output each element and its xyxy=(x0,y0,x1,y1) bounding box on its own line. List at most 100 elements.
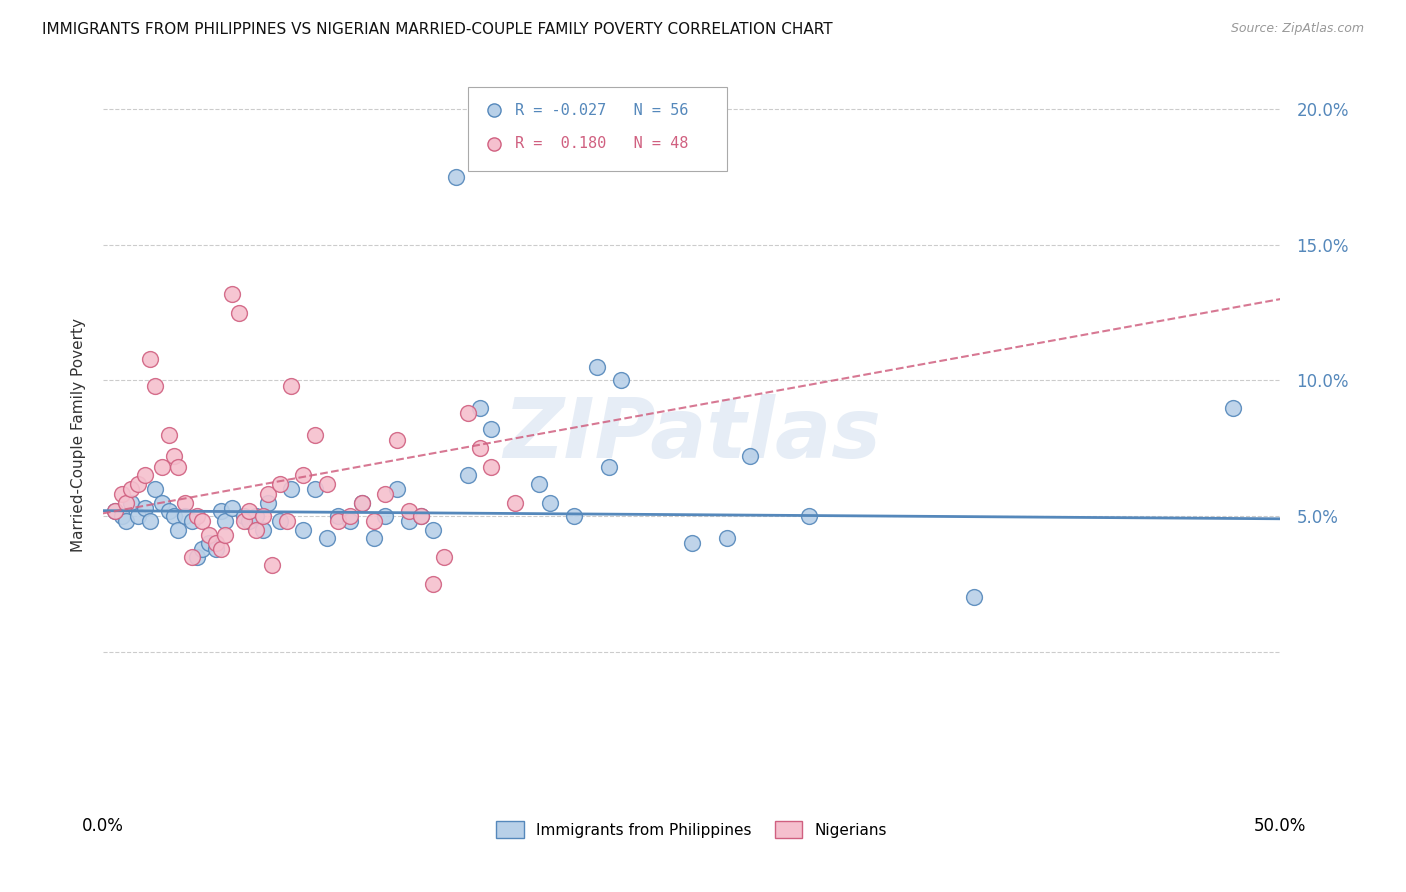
Point xyxy=(209,541,232,556)
Point xyxy=(350,495,373,509)
Point xyxy=(186,549,208,564)
Point xyxy=(457,406,479,420)
Point xyxy=(104,503,127,517)
Legend: Immigrants from Philippines, Nigerians: Immigrants from Philippines, Nigerians xyxy=(491,814,893,845)
Point xyxy=(221,286,243,301)
Point xyxy=(143,379,166,393)
Point xyxy=(252,523,274,537)
Point xyxy=(422,523,444,537)
Point xyxy=(387,433,409,447)
Point xyxy=(681,536,703,550)
Point xyxy=(134,468,156,483)
Point xyxy=(198,536,221,550)
Point xyxy=(198,528,221,542)
Point xyxy=(157,427,180,442)
Point xyxy=(433,549,456,564)
Point xyxy=(422,577,444,591)
Point xyxy=(444,169,467,184)
Point xyxy=(191,515,214,529)
Point xyxy=(139,515,162,529)
Point xyxy=(562,509,585,524)
Point xyxy=(269,476,291,491)
Point xyxy=(292,468,315,483)
Point xyxy=(256,487,278,501)
Text: Source: ZipAtlas.com: Source: ZipAtlas.com xyxy=(1230,22,1364,36)
Text: R =  0.180   N = 48: R = 0.180 N = 48 xyxy=(515,136,689,152)
Point xyxy=(174,509,197,524)
Point xyxy=(315,476,337,491)
Point xyxy=(191,541,214,556)
Point xyxy=(186,509,208,524)
Point xyxy=(205,541,228,556)
Point xyxy=(150,495,173,509)
Point xyxy=(221,500,243,515)
Point xyxy=(214,528,236,542)
Point xyxy=(304,482,326,496)
Point xyxy=(328,509,350,524)
Point xyxy=(363,515,385,529)
FancyBboxPatch shape xyxy=(468,87,727,171)
Point xyxy=(150,460,173,475)
Point xyxy=(134,500,156,515)
Point xyxy=(292,523,315,537)
Point xyxy=(245,509,267,524)
Y-axis label: Married-Couple Family Poverty: Married-Couple Family Poverty xyxy=(72,318,86,551)
Point xyxy=(181,549,204,564)
Text: R = -0.027   N = 56: R = -0.027 N = 56 xyxy=(515,103,689,118)
Point xyxy=(209,503,232,517)
Point xyxy=(468,442,491,456)
Point xyxy=(304,427,326,442)
Point xyxy=(111,487,134,501)
Point xyxy=(363,531,385,545)
Point xyxy=(481,422,503,436)
Point xyxy=(339,515,361,529)
Point xyxy=(127,509,149,524)
Point xyxy=(799,509,821,524)
Point xyxy=(233,509,256,524)
Point xyxy=(104,503,127,517)
Point xyxy=(115,515,138,529)
Point xyxy=(245,523,267,537)
Point xyxy=(457,468,479,483)
Point xyxy=(374,509,396,524)
Point xyxy=(398,503,420,517)
Point xyxy=(276,515,298,529)
Point xyxy=(481,460,503,475)
Point xyxy=(339,509,361,524)
Point xyxy=(174,495,197,509)
Point xyxy=(538,495,561,509)
Point xyxy=(120,482,142,496)
Point xyxy=(527,476,550,491)
Point xyxy=(238,515,260,529)
Point xyxy=(162,450,184,464)
Point xyxy=(167,523,190,537)
Point xyxy=(228,305,250,319)
Point xyxy=(350,495,373,509)
Point xyxy=(252,509,274,524)
Point xyxy=(181,515,204,529)
Point xyxy=(398,515,420,529)
Point xyxy=(238,503,260,517)
Point xyxy=(143,482,166,496)
Point xyxy=(387,482,409,496)
Point xyxy=(233,515,256,529)
Point xyxy=(214,515,236,529)
Point xyxy=(256,495,278,509)
Point xyxy=(269,515,291,529)
Point xyxy=(167,460,190,475)
Point xyxy=(374,487,396,501)
Point xyxy=(162,509,184,524)
Point xyxy=(262,558,284,572)
Point xyxy=(120,495,142,509)
Point xyxy=(205,536,228,550)
Point xyxy=(157,503,180,517)
Point xyxy=(586,359,609,374)
Point xyxy=(610,374,633,388)
Point xyxy=(409,509,432,524)
Point xyxy=(468,401,491,415)
Point xyxy=(127,476,149,491)
Point xyxy=(139,351,162,366)
Point xyxy=(280,482,302,496)
Point xyxy=(315,531,337,545)
Point xyxy=(740,450,762,464)
